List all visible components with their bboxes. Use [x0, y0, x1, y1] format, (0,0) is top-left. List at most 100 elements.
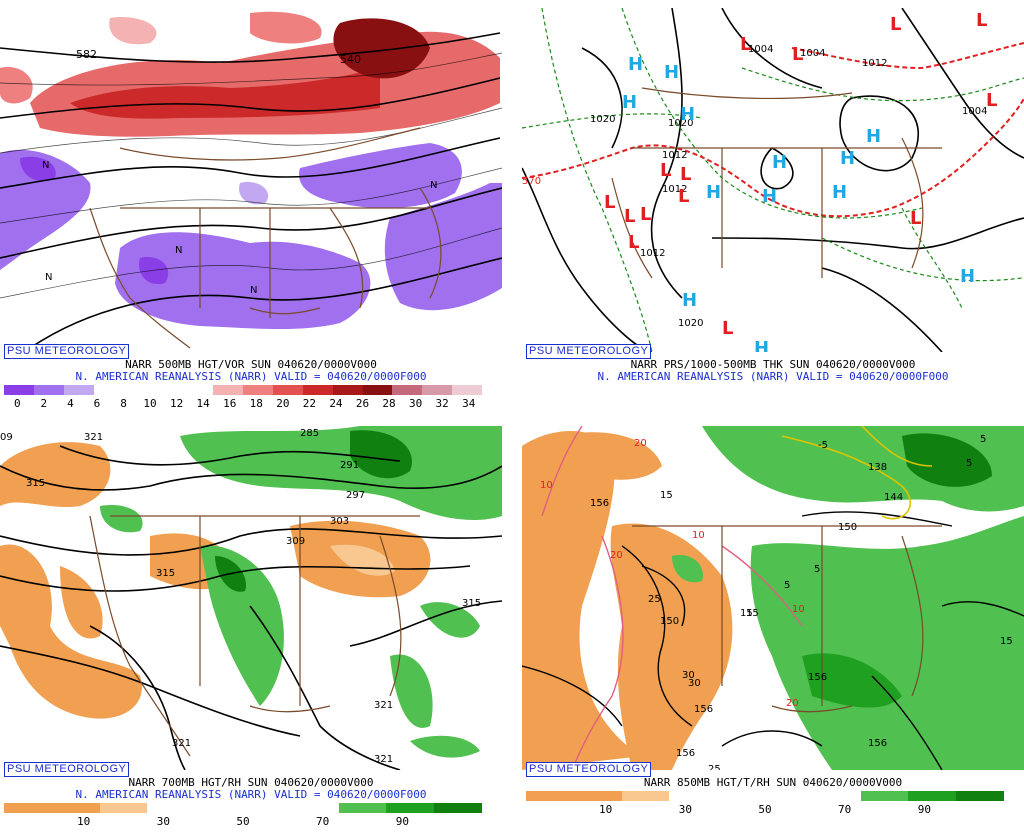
colorbar [4, 803, 482, 813]
colorbar-swatch [195, 803, 243, 813]
valid-line: N. AMERICAN REANALYSIS (NARR) VALID = 04… [597, 370, 949, 383]
psu-meteorology-badge: PSU METEOROLOGY [526, 344, 652, 359]
temp-label: 20 [610, 550, 623, 561]
temp-label: 5 [966, 458, 972, 469]
map-label: N [175, 245, 182, 256]
product-title: NARR 850MB HGT/T/RH SUN 040620/0000V000 [643, 776, 903, 789]
temp-label: 25 [708, 764, 721, 770]
colorbar-swatch [302, 385, 333, 395]
colorbar-swatch [332, 385, 363, 395]
colorbar [4, 385, 482, 395]
colorbar-swatch [434, 803, 482, 813]
product-title: NARR PRS/1000-500MB THK SUN 040620/0000V… [630, 358, 916, 371]
panel-pressure-thickness: 570 1004 1004 1012 1020 1020 1012 1012 1… [522, 8, 1024, 416]
high-pressure-marker: H [772, 152, 787, 173]
low-pressure-marker: L [678, 186, 689, 207]
isobar-label: 1012 [662, 150, 687, 161]
temp-label: 30 [688, 678, 701, 689]
colorbar-tick-label: 30 [156, 815, 170, 828]
colorbar-tick-label: 8 [120, 397, 127, 410]
height-label: 321 [172, 738, 191, 749]
colorbar-swatch [452, 385, 482, 395]
colorbar-tick-label: 12 [169, 397, 184, 410]
temp-label: 5 [980, 434, 986, 445]
colorbar-ticks: 10 30 50 70 90 [0, 815, 502, 829]
low-pressure-marker: L [624, 206, 635, 227]
high-pressure-marker: H [706, 182, 721, 203]
colorbar-swatch [123, 385, 154, 395]
colorbar-swatch [213, 385, 243, 395]
colorbar-swatch [386, 803, 435, 813]
colorbar-swatch [860, 791, 909, 801]
product-title: NARR 700MB HGT/RH SUN 040620/0000V000 [128, 776, 374, 789]
colorbar-swatch [272, 385, 303, 395]
height-label: 09 [0, 432, 13, 443]
colorbar-swatch [338, 803, 387, 813]
high-pressure-marker: H [762, 186, 777, 207]
colorbar-swatch [51, 803, 100, 813]
isobar-label: 1012 [662, 184, 687, 195]
height-label: 315 [156, 568, 175, 579]
low-pressure-marker: L [976, 10, 987, 31]
colorbar-tick-label: 10 [599, 803, 613, 816]
map-label: N [45, 272, 52, 283]
colorbar-swatch [93, 385, 124, 395]
colorbar-swatch [573, 791, 622, 801]
low-pressure-marker: L [740, 34, 751, 55]
colorbar-swatch [242, 803, 291, 813]
colorbar-tick-label: 90 [917, 803, 931, 816]
colorbar-tick-label: 26 [355, 397, 370, 410]
colorbar-tick-label: 24 [329, 397, 343, 410]
colorbar-swatch [621, 791, 670, 801]
low-pressure-marker: L [604, 192, 615, 213]
height-label: 321 [84, 432, 103, 443]
colorbar-swatch [669, 791, 718, 801]
low-pressure-marker: L [792, 44, 803, 65]
thickness-label: 570 [522, 176, 541, 187]
low-pressure-marker: L [660, 160, 671, 181]
colorbar-tick-label: 18 [249, 397, 263, 410]
temp-label: 25 [648, 594, 661, 605]
map-700mb: 321 315 285 291 297 303 309 315 315 321 … [0, 426, 502, 770]
colorbar-tick-label: 90 [395, 815, 409, 828]
map-850mb: 20 10 156 15 10 20 25 150 15 5 5 10 -5 1… [522, 426, 1024, 770]
height-label: 150 [660, 616, 679, 627]
colorbar-tick-label: 14 [196, 397, 210, 410]
height-label: 156 [590, 498, 609, 509]
low-pressure-marker: L [680, 164, 691, 185]
height-label: 291 [340, 460, 359, 471]
height-label: 321 [374, 754, 393, 765]
height-label: 156 [808, 672, 827, 683]
height-label: 150 [838, 522, 857, 533]
map-500mb: 582 540 N N N N N [0, 8, 502, 352]
isobar-label: 1012 [862, 58, 887, 69]
high-pressure-marker: H [680, 104, 695, 125]
colorbar-tick-label: 50 [236, 815, 250, 828]
high-pressure-marker: H [866, 126, 881, 147]
height-label: 321 [374, 700, 393, 711]
map-label: N [250, 285, 257, 296]
colorbar-tick-label: 10 [143, 397, 157, 410]
temp-label: 20 [634, 438, 647, 449]
temp-label: -5 [818, 440, 828, 451]
colorbar-swatch [362, 385, 393, 395]
colorbar-tick-label: 2 [40, 397, 48, 410]
colorbar-swatch [33, 385, 64, 395]
high-pressure-marker: H [664, 62, 679, 83]
colorbar-swatch [717, 791, 765, 801]
height-label: 303 [330, 516, 349, 527]
temp-label: 10 [792, 604, 805, 615]
height-label: 144 [884, 492, 903, 503]
high-pressure-marker: H [682, 290, 697, 311]
low-pressure-marker: L [890, 14, 901, 35]
low-pressure-marker: L [640, 204, 651, 225]
high-pressure-marker: H [832, 182, 847, 203]
height-label: 285 [300, 428, 319, 439]
temp-label: 15 [660, 490, 673, 501]
map-label: N [430, 180, 437, 191]
height-label: 315 [26, 478, 45, 489]
psu-meteorology-badge: PSU METEOROLOGY [526, 762, 652, 777]
map-label: 582 [76, 48, 97, 61]
colorbar-swatch [99, 803, 148, 813]
isobar-label: 1020 [678, 318, 703, 329]
